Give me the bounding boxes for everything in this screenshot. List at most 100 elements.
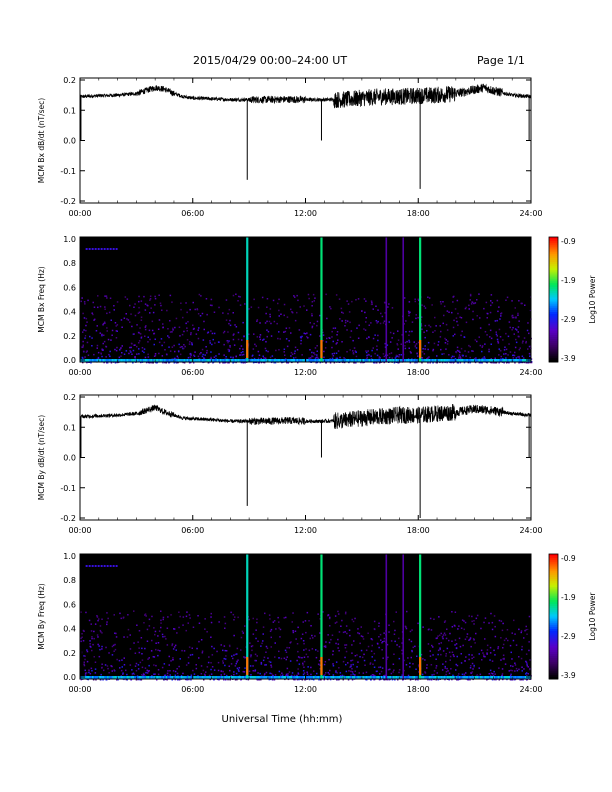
spectrogram-cell (464, 660, 466, 662)
spectrogram-cell (498, 348, 500, 350)
spectrogram-cell (211, 304, 213, 307)
spectrogram-cell (138, 647, 140, 649)
spectrogram-cell (265, 341, 267, 343)
spectrogram-cell (473, 639, 475, 641)
spectrogram-cell (344, 644, 346, 646)
spectrogram-cell (124, 296, 127, 298)
spectrogram-cell (92, 676, 94, 679)
spectrogram-cell (91, 637, 93, 640)
spectrogram-cell (189, 308, 191, 311)
spectrogram-cell (311, 326, 313, 329)
spectrogram-cell (159, 676, 162, 679)
spectrogram-cell (496, 319, 498, 322)
spectrogram-cell (478, 336, 480, 338)
spectrogram-cell (393, 633, 396, 635)
spectrogram-cell (473, 656, 475, 658)
spectrogram-cell (528, 615, 531, 618)
spectrogram-cell (404, 676, 407, 679)
spectrogram-cell (414, 300, 416, 303)
spectrogram-cell (210, 357, 212, 360)
spectrogram-cell (303, 649, 305, 651)
spectrogram-cell (179, 359, 181, 362)
spectrogram-cell (164, 635, 166, 638)
spectrogram-cell (464, 676, 467, 679)
spectrogram-cell (179, 353, 182, 356)
spectrogram-cell (183, 344, 185, 346)
spectrogram-cell (215, 359, 217, 362)
spectrogram-cell (471, 671, 474, 673)
spectrogram-cell (390, 672, 393, 675)
spectrogram-cell (198, 622, 201, 624)
spectrogram-cell (395, 354, 398, 357)
spectrogram-cell (485, 359, 488, 362)
spectrogram-cell (285, 673, 288, 676)
spectrogram-cell (346, 359, 348, 362)
spectrogram-cell (140, 637, 143, 639)
spectrogram-cell (444, 620, 447, 622)
spectrogram-cell (278, 621, 280, 623)
spectrogram-cell (229, 345, 231, 347)
spectrogram-cell (425, 676, 428, 679)
spectrogram-cell (81, 636, 83, 638)
spectrogram-cell (154, 354, 157, 357)
spectrogram-cell (217, 341, 220, 343)
spectrogram-cell (396, 644, 398, 646)
spectrogram-cell (406, 340, 408, 343)
spectrogram-cell (307, 676, 309, 679)
spectrogram-cell (138, 300, 140, 303)
spectrogram-cell (242, 321, 244, 324)
spectrogram-cell (203, 320, 205, 323)
spectrogram-cell (304, 620, 307, 622)
y-axis-label: MCM By dB/dt (nT/sec) (37, 415, 46, 500)
spectrogram-cell (516, 676, 518, 679)
spectrogram-cell (152, 311, 155, 314)
colorbar-tick-label: -0.9 (561, 237, 576, 246)
spectrogram-cell (233, 676, 235, 679)
spectrogram-cell (377, 643, 379, 645)
spectrogram-cell (454, 644, 456, 646)
spectrogram-cell (160, 622, 162, 624)
spectrogram-cell (101, 667, 103, 669)
spectrogram-cell (470, 665, 472, 667)
spectrogram-cell (157, 673, 160, 676)
spectrogram-cell (86, 350, 88, 352)
spectrogram-cell (164, 676, 166, 679)
spectrogram-cell (350, 659, 352, 662)
colorbar-cell (549, 266, 558, 269)
spectrogram-cell (298, 663, 301, 665)
spectrogram-cell (265, 651, 267, 653)
spectrogram-cell (139, 327, 141, 329)
spectrogram-cell (194, 676, 196, 679)
spectrogram-cell (302, 673, 305, 676)
spectrogram-cell (359, 676, 362, 679)
spectrogram-cell (337, 678, 340, 681)
spectrogram-cell (228, 676, 231, 679)
spectrogram-cell (319, 668, 321, 670)
spectrogram-cell (221, 359, 223, 362)
spectrogram-cell (489, 646, 492, 649)
spectrogram-cell (172, 327, 174, 330)
colorbar-cell (549, 629, 558, 632)
spectrogram-cell (505, 332, 507, 335)
spectrogram-cell (91, 636, 93, 638)
spectrogram-cell (406, 610, 408, 613)
spectrogram-cell (427, 643, 430, 645)
spectrogram-cell (516, 359, 518, 362)
spectrogram-cell (455, 359, 458, 362)
spectrogram-cell (493, 676, 495, 679)
spectrogram-cell (325, 359, 327, 362)
spectrogram-cell (225, 679, 227, 681)
spectrogram-cell (503, 658, 505, 661)
spectrogram-cell (244, 657, 246, 659)
spectrogram-cell (125, 350, 128, 352)
spectrogram-cell (323, 645, 326, 648)
spectrogram-cell (427, 628, 430, 631)
spectrogram-cell (161, 676, 163, 679)
spectrogram-cell (459, 351, 461, 354)
spectrogram-cell (173, 628, 175, 630)
spectrogram-cell (313, 678, 315, 681)
spectrogram-cell (460, 627, 463, 629)
spectrogram-cell (504, 346, 506, 348)
spectrogram-cell (273, 676, 276, 679)
